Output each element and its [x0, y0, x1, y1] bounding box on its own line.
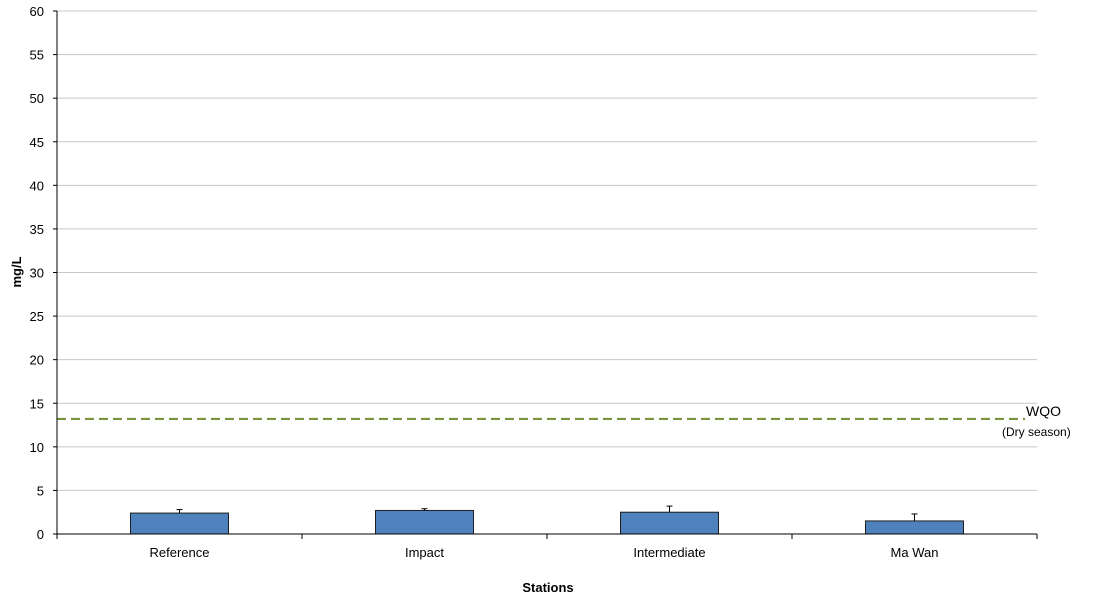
y-tick-label: 15: [30, 396, 44, 411]
y-tick-label: 10: [30, 440, 44, 455]
y-axis-title: mg/L: [9, 256, 24, 287]
bar: [375, 509, 474, 535]
y-tick-label: 0: [37, 527, 44, 542]
bar: [865, 520, 964, 535]
bar: [130, 512, 229, 535]
x-tick-label: Ma Wan: [891, 545, 939, 560]
y-tick-label: 40: [30, 178, 44, 193]
y-tick-label: 25: [30, 309, 44, 324]
gridlines: [57, 10, 1037, 491]
bar: [620, 511, 719, 535]
x-tick-label: Reference: [150, 545, 210, 560]
labels-group: 0 5 10 15 20 25 30 35 40 45 50 55 60 Reference Impact I…: [30, 4, 939, 560]
x-tick-label: Intermediate: [633, 545, 705, 560]
y-tick-label: 55: [30, 48, 44, 63]
x-axis-title: Stations: [522, 580, 573, 595]
y-tick-label: 60: [30, 4, 44, 19]
wqo-label: WQO: [1026, 403, 1061, 419]
y-tick-label: 35: [30, 222, 44, 237]
x-tick-label: Impact: [405, 545, 444, 560]
wqo-sublabel: (Dry season): [1002, 425, 1071, 439]
y-tick-label: 45: [30, 135, 44, 150]
y-tick-label: 30: [30, 266, 44, 281]
y-tick-label: 50: [30, 91, 44, 106]
bars-group: [130, 505, 964, 535]
axes-group: [53, 10, 1038, 539]
y-tick-label: 5: [37, 483, 44, 498]
y-tick-label: 20: [30, 353, 44, 368]
